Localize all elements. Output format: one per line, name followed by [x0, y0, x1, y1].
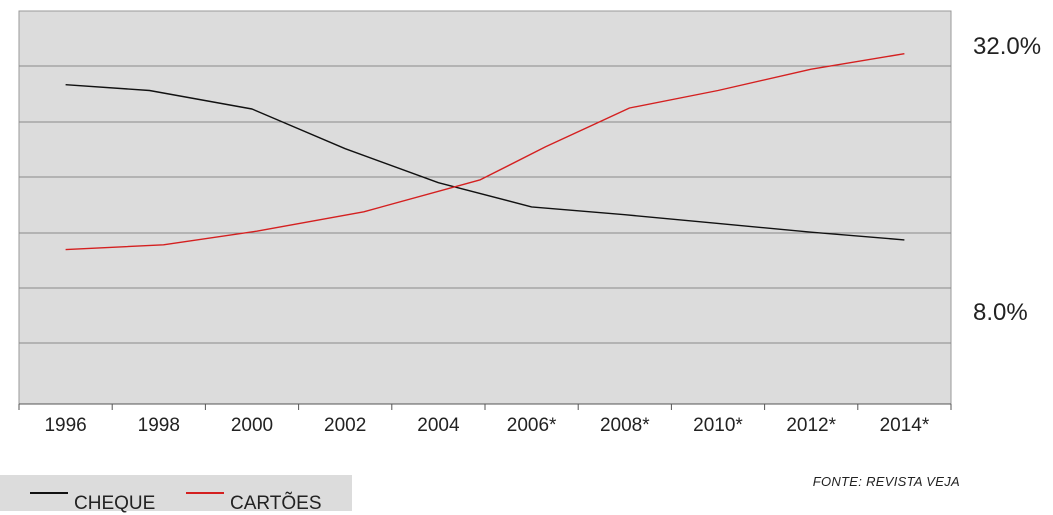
x-axis	[18, 403, 952, 410]
x-tick-label: 2006*	[507, 415, 557, 436]
x-tick-label: 2010*	[693, 415, 743, 436]
line-chart: 1996 1998 2000 2002 2004 2006* 2008* 2010* 2012*…	[18, 10, 1041, 436]
legend-label-cheque: CHEQUE	[74, 493, 156, 514]
series-lines	[65, 53, 905, 251]
x-tick-label: 1996	[44, 415, 86, 436]
legend: CHEQUE CARTÕES	[0, 475, 352, 514]
x-tick-label: 2012*	[786, 415, 836, 436]
end-label-bottom: 8.0%	[973, 299, 1028, 326]
legend-item-cartoes: CARTÕES	[186, 475, 322, 514]
x-tick-label: 2002	[324, 415, 366, 436]
x-tick-label: 1998	[138, 415, 180, 436]
end-label-top: 32.0%	[973, 33, 1041, 60]
x-tick-label: 2008*	[600, 415, 650, 436]
legend-item-cheque: CHEQUE	[30, 475, 155, 514]
legend-swatch-cheque	[30, 492, 68, 494]
x-tick-label: 2000	[231, 415, 273, 436]
source-note: FONTE: REVISTA VEJA	[812, 474, 960, 489]
series-line-cartoes	[65, 53, 905, 251]
x-tick-label: 2004	[417, 415, 460, 436]
plot-area	[18, 10, 952, 405]
x-tick-labels: 1996 1998 2000 2002 2004 2006* 2008* 2010* 2012*…	[44, 415, 929, 436]
legend-swatch-cartoes	[186, 492, 224, 494]
series-line-cheque	[65, 84, 905, 241]
legend-label-cartoes: CARTÕES	[230, 493, 322, 514]
x-tick-label: 2014*	[880, 415, 930, 436]
